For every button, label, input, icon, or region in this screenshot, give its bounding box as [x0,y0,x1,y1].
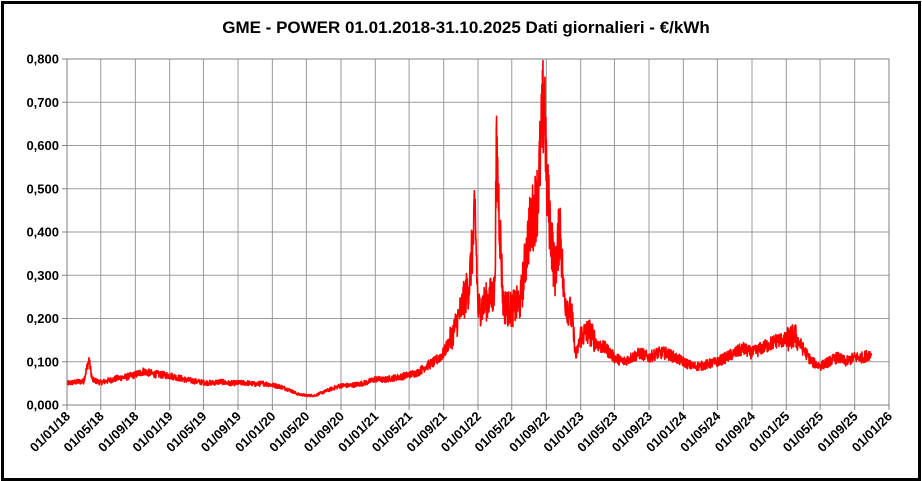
price-series-line [66,59,873,398]
grid [66,58,890,406]
x-axis-ticks: 01/01/1801/05/1801/09/1801/01/1901/05/19… [27,405,895,455]
y-tick-label: 0,700 [26,95,59,110]
y-tick-label: 0,000 [26,398,59,413]
y-tick-label: 0,400 [26,225,59,240]
y-tick-label: 0,600 [26,138,59,153]
y-tick-label: 0,500 [26,181,59,196]
chart-title: GME - POWER 01.01.2018-31.10.2025 Dati g… [222,18,710,37]
y-tick-label: 0,200 [26,311,59,326]
y-tick-label: 0,300 [26,268,59,283]
plot-area-border [66,58,890,406]
y-tick-label: 0,800 [26,52,59,67]
y-axis-ticks: 0,000 0,100 0,200 0,300 0,400 0,500 0,600 0,700… [26,52,67,413]
y-tick-label: 0,100 [26,354,59,369]
